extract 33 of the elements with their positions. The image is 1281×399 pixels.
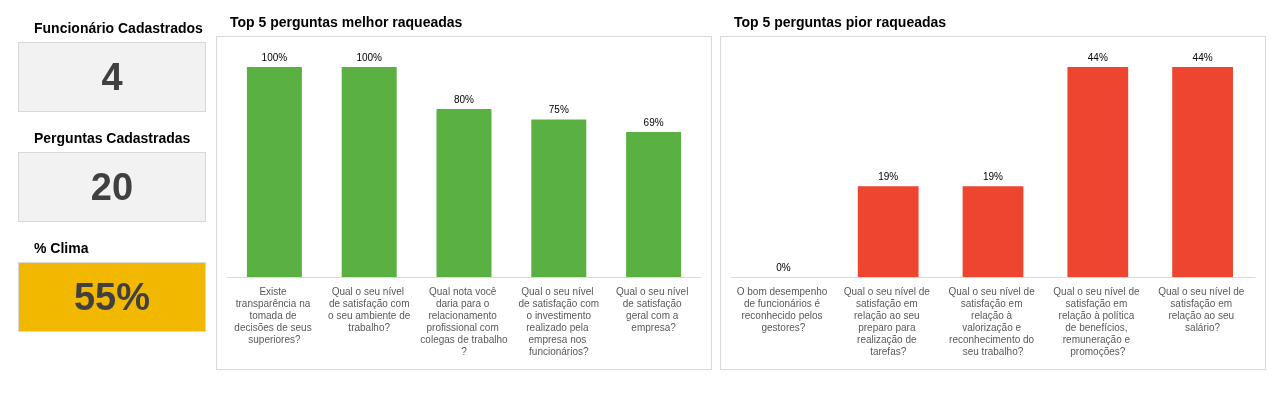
- chart-title: Top 5 perguntas pior raqueadas: [733, 14, 948, 32]
- bar: [531, 119, 587, 277]
- x-tick-label: Qual o seu nível de satisfação em relação à política de benefícios, remuneração e promoções?: [1053, 285, 1143, 357]
- x-tick-label: Qual o seu nível de satisfação em relação ao seu salário?: [1158, 285, 1248, 333]
- data-label: 19%: [878, 170, 899, 182]
- bar: [626, 132, 682, 277]
- x-tick-label: Qual o seu nível de satisfação com o seu ambiente de trabalho?: [325, 285, 414, 333]
- data-label: 0%: [776, 261, 791, 273]
- data-label: 20: [18, 152, 206, 222]
- data-label: 75%: [548, 104, 569, 115]
- x-tick-label: Qual o seu nível de satisfação geral com a empresa?: [616, 285, 692, 333]
- data-label: 55%: [18, 262, 206, 332]
- category-label: Perguntas Cadastradas: [34, 130, 192, 148]
- data-label: 44%: [1192, 51, 1213, 63]
- x-tick-label: Existe transparência na tomada de decisões de seus superiores?: [234, 285, 315, 345]
- x-tick-label: Qual o seu nível de satisfação em relação à valorização e reconhecimento do seu trabalho?: [948, 285, 1038, 357]
- bar: [246, 67, 302, 277]
- data-label: 100%: [261, 51, 288, 63]
- x-tick-label: Qual nota você daria para o relacionamento profissional com colegas de trabalho?: [420, 285, 509, 357]
- x-tick-label: Qual o seu nível de satisfação com o investimento realizado pela empresa nos funcionários?: [518, 285, 600, 357]
- x-tick-label: O bom desempenho de funcionários é reconhecido pelos gestores?: [736, 285, 831, 333]
- data-label: 69%: [643, 116, 664, 128]
- data-label: 4: [18, 42, 206, 112]
- data-label: 100%: [356, 51, 383, 63]
- data-label: 19%: [982, 170, 1004, 182]
- bar: [341, 67, 397, 277]
- category-label: % Clima: [34, 240, 90, 258]
- data-label: 80%: [453, 93, 475, 105]
- x-tick-label: Qual o seu nível de satisfação em relação ao seu preparo para realização de tarefas?: [843, 285, 933, 357]
- category-label: Funcionário Cadastrados: [34, 20, 204, 38]
- data-label: 44%: [1087, 51, 1108, 63]
- chart-title: Top 5 perguntas melhor raqueadas: [229, 14, 464, 32]
- bar: [436, 109, 492, 277]
